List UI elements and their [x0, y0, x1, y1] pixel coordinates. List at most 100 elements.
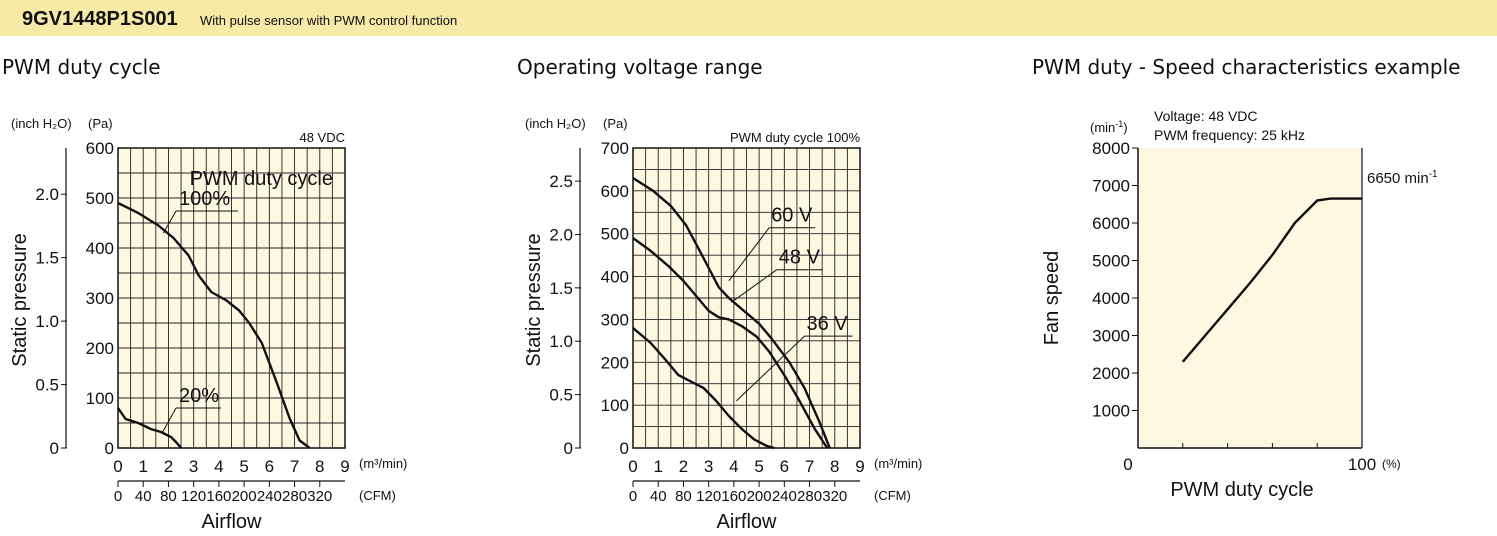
x2-tick-label: 160 — [206, 488, 231, 505]
y2-tick-label: 1.0 — [35, 312, 59, 331]
series-line-1 — [117, 407, 183, 449]
x2-unit-label: (CFM) — [359, 488, 396, 503]
x-tick-label: 8 — [830, 457, 839, 476]
x-tick-label: 6 — [265, 457, 274, 476]
leader-line — [731, 269, 778, 303]
x-unit-label: (m³/min) — [874, 456, 922, 471]
y-tick-label: 300 — [86, 289, 114, 308]
x-tick-label: 0 — [628, 457, 637, 476]
y2-tick-label: 2.0 — [549, 225, 573, 244]
x2-tick-label: 320 — [822, 488, 847, 505]
x2-tick-label: 40 — [650, 488, 667, 505]
series-line-0 — [117, 201, 311, 449]
y-unit-pa-label: (Pa) — [88, 116, 113, 131]
y2-tick-label: 1.5 — [35, 249, 59, 268]
x-tick-label: 4 — [214, 457, 223, 476]
x2-tick-label: 80 — [160, 488, 177, 505]
x2-tick-label: 200 — [747, 488, 772, 505]
x2-tick-label: 40 — [135, 488, 152, 505]
y-tick-label: 5000 — [1092, 252, 1130, 271]
leader-line — [162, 210, 177, 234]
y-unit-superscript: -1 — [1115, 119, 1123, 129]
top-right-annotation: PWM duty cycle 100% — [730, 130, 860, 145]
leader-line — [161, 407, 177, 434]
chart-note: Voltage: 48 VDC — [1154, 108, 1258, 124]
y-tick-label: 7000 — [1092, 177, 1130, 196]
top-right-annotation: 48 VDC — [299, 130, 345, 145]
series-label: 48 V — [779, 247, 821, 269]
y-axis-title: Static pressure — [9, 233, 31, 366]
y2-tick-label: 1.5 — [549, 279, 573, 298]
x-axis-title: Airflow — [716, 511, 777, 533]
x-tick-label: 9 — [340, 457, 349, 476]
plot-area — [1138, 148, 1362, 448]
y-tick-label: 500 — [86, 189, 114, 208]
y-tick-label: 500 — [601, 225, 629, 244]
series-label: 20% — [179, 385, 219, 407]
x-tick-label: 5 — [239, 457, 248, 476]
y-unit-close: ) — [1123, 120, 1127, 135]
x-tick-label: 6 — [780, 457, 789, 476]
y-unit-inch-label: (inch H₂O) — [525, 116, 586, 131]
y-tick-label: 400 — [601, 268, 629, 287]
x-tick-label: 0 — [1123, 455, 1132, 474]
x2-tick-label: 120 — [696, 488, 721, 505]
end-value-superscript: -1 — [1429, 169, 1438, 180]
x2-tick-label: 0 — [629, 488, 637, 505]
y-tick-label: 400 — [86, 239, 114, 258]
x-tick-label: 2 — [679, 457, 688, 476]
y2-tick-label: 0.5 — [35, 376, 59, 395]
series-label: 100% — [179, 188, 230, 210]
x2-tick-label: 280 — [797, 488, 822, 505]
x-tick-label: 7 — [805, 457, 814, 476]
x2-tick-label: 280 — [282, 488, 307, 505]
x-tick-label: 9 — [855, 457, 864, 476]
y2-tick-label: 2.5 — [549, 172, 573, 191]
x2-tick-label: 0 — [114, 488, 122, 505]
series-line-0 — [1181, 197, 1362, 363]
y2-tick-label: 2.0 — [35, 185, 59, 204]
model-description: With pulse sensor with PWM control funct… — [200, 13, 458, 28]
y2-tick-label: 1.0 — [549, 332, 573, 351]
x-tick-label: 100 — [1348, 455, 1376, 474]
x2-tick-label: 320 — [307, 488, 332, 505]
y2-tick-label: 0 — [50, 439, 59, 458]
x-tick-label: 4 — [729, 457, 738, 476]
x-tick-label: 3 — [704, 457, 713, 476]
x2-unit-label: (CFM) — [874, 488, 911, 503]
series-label: 60 V — [771, 205, 813, 227]
y-tick-label: 6000 — [1092, 214, 1130, 233]
x-tick-label: 2 — [164, 457, 173, 476]
y-tick-label: 1000 — [1092, 402, 1130, 421]
x-tick-label: 1 — [653, 457, 662, 476]
x-tick-label: 8 — [315, 457, 324, 476]
y-tick-label: 0 — [105, 439, 114, 458]
y-tick-label: 8000 — [1092, 139, 1130, 158]
end-value-label: 6650 min-1 — [1367, 169, 1438, 187]
x-tick-label: 3 — [189, 457, 198, 476]
x2-tick-label: 80 — [675, 488, 692, 505]
series-label: 36 V — [807, 313, 849, 335]
y-tick-label: 200 — [601, 353, 629, 372]
x-unit-label: (%) — [1382, 457, 1401, 471]
y-tick-label: 200 — [86, 339, 114, 358]
y-tick-label: 100 — [86, 389, 114, 408]
y-unit-pa-label: (Pa) — [603, 116, 628, 131]
header-banner: 9GV1448P1S001 With pulse sensor with PWM… — [0, 0, 1497, 36]
y-axis-title: Fan speed — [1041, 251, 1063, 346]
x2-tick-label: 160 — [721, 488, 746, 505]
y-tick-label: 100 — [601, 396, 629, 415]
y-tick-label: 4000 — [1092, 289, 1130, 308]
model-number: 9GV1448P1S001 — [22, 8, 178, 30]
series-line-0 — [632, 176, 831, 449]
chart-note: PWM frequency: 25 kHz — [1154, 127, 1305, 143]
y-tick-label: 3000 — [1092, 327, 1130, 346]
y-unit-inch-label: (inch H₂O) — [11, 116, 72, 131]
legend-caption: PWM duty cycle — [190, 168, 333, 190]
x-tick-label: 1 — [138, 457, 147, 476]
series-line-1 — [632, 237, 829, 449]
x2-tick-label: 240 — [257, 488, 282, 505]
y-tick-label: 600 — [601, 182, 629, 201]
y-tick-label: 700 — [601, 139, 629, 158]
